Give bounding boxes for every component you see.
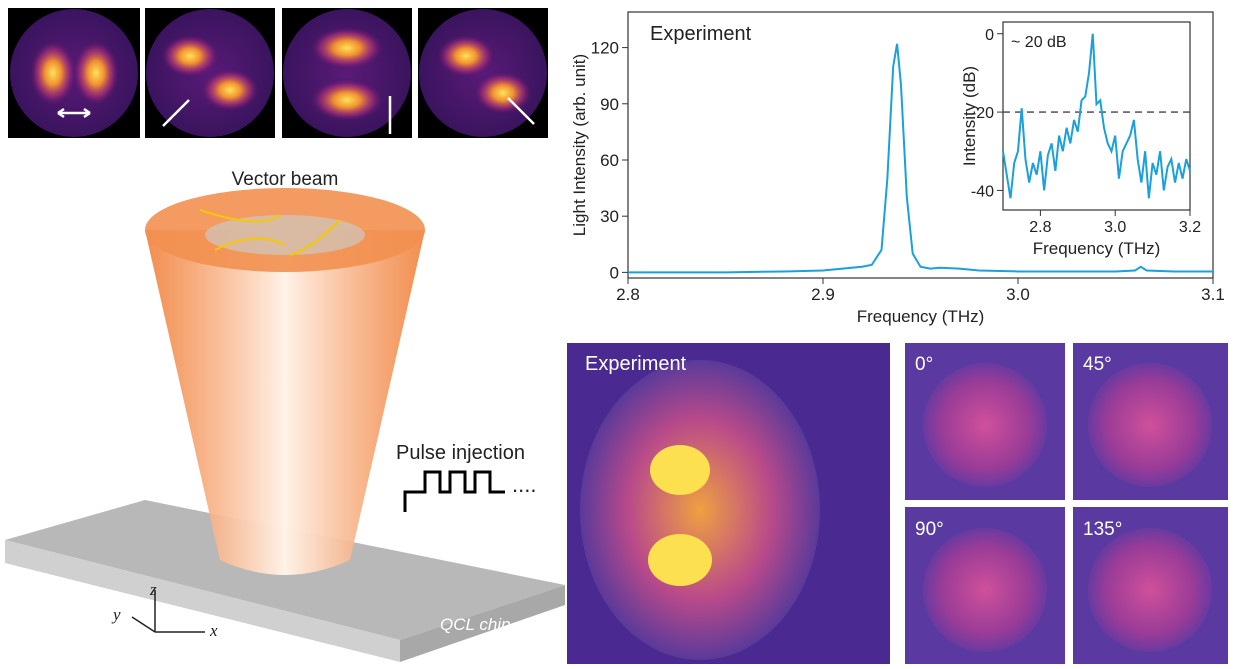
y-axis-label: Light Intensity (arb. unit) [570, 54, 589, 236]
x-axis-label: Frequency (THz) [1033, 239, 1161, 258]
mode-images [8, 8, 548, 138]
beam-label: Vector beam [232, 169, 339, 190]
angle-label: 0° [915, 354, 933, 375]
pulse-dots: .... [512, 472, 536, 497]
axis-x: x [209, 621, 218, 640]
x-tick-label: 2.9 [811, 285, 835, 304]
x-tick-label: 2.8 [1029, 219, 1051, 236]
x-tick-label: 3.1 [1201, 285, 1225, 304]
figure: Vector beam QCL chip z x y Pulse injecti… [0, 0, 1233, 664]
y-tick-label: 0 [985, 27, 994, 44]
angle-label: 90° [915, 519, 944, 540]
y-axis-label: Intensity (dB) [960, 66, 979, 166]
angle-label: 135° [1083, 519, 1122, 540]
y-tick-label: 0 [610, 263, 619, 282]
y-tick-label: -40 [971, 183, 994, 200]
x-tick-label: 3.2 [1179, 219, 1201, 236]
pulse-wave [405, 472, 505, 512]
x-tick-label: 3.0 [1104, 219, 1126, 236]
chip-label: QCL chip [440, 615, 511, 634]
axis-y: y [111, 605, 121, 624]
beam-images [567, 343, 1228, 664]
x-axis-label: Frequency (THz) [857, 307, 985, 326]
annotation: Experiment [650, 23, 752, 45]
y-tick-label: 60 [600, 151, 619, 170]
annotation: ~ 20 dB [1011, 34, 1067, 51]
y-tick-label: 120 [591, 39, 619, 58]
pulse-label: Pulse injection [396, 442, 525, 464]
x-tick-label: 2.8 [616, 285, 640, 304]
y-tick-label: 90 [600, 95, 619, 114]
angle-label: 45° [1083, 354, 1112, 375]
axis-z: z [149, 580, 157, 599]
x-tick-label: 3.0 [1006, 285, 1030, 304]
image-label: Experiment [585, 353, 687, 375]
y-tick-label: 30 [600, 207, 619, 226]
